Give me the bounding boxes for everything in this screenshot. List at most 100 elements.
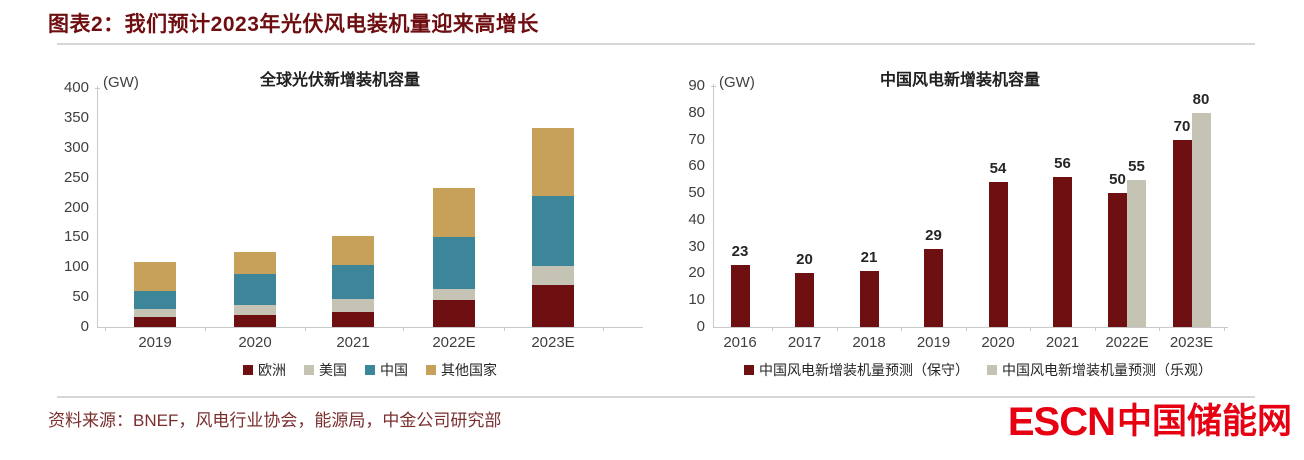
x-tick-mark: [1223, 327, 1225, 331]
bar-segment-美国: [332, 298, 374, 313]
x-category-label: 2020: [238, 334, 272, 351]
x-tick-mark: [1159, 327, 1161, 331]
legend-label: 欧洲: [258, 362, 286, 378]
bar-segment-其他国家: [433, 187, 475, 238]
bar-conservative: [859, 270, 879, 327]
bar-segment-欧洲: [532, 285, 574, 327]
bar-value-label: 23: [731, 243, 749, 261]
y-axis-line: [713, 84, 714, 327]
x-tick-mark: [965, 327, 967, 331]
bar-segment-美国: [433, 289, 475, 301]
x-tick-mark: [105, 327, 106, 331]
legend-label: 中国风电新增装机量预测（乐观）: [1002, 362, 1212, 378]
y-axis-unit-label: (GW): [719, 74, 755, 91]
bar-value-label: 80: [1192, 90, 1210, 108]
y-tick-label: 200: [63, 198, 89, 216]
legend-label: 其他国家: [441, 362, 497, 378]
bar-segment-欧洲: [134, 316, 176, 327]
legend-label: 美国: [319, 362, 347, 378]
x-category-label: 2020: [981, 334, 1015, 351]
legend-swatch-icon: [744, 365, 754, 375]
y-axis-line: [97, 86, 98, 327]
bar-value-label: 56: [1054, 155, 1071, 173]
y-tick-label: 20: [688, 264, 705, 282]
y-tick-label: 70: [688, 130, 705, 148]
y-tick-label: 0: [80, 318, 89, 335]
y-tick-label: 80: [688, 103, 705, 121]
legend-china-wind: 中国风电新增装机量预测（保守） 中国风电新增装机量预测（乐观）: [713, 360, 1243, 380]
legend-item: 欧洲: [243, 360, 286, 380]
y-tick-label: 30: [688, 237, 705, 255]
bar-segment-中国: [532, 195, 574, 267]
x-tick-mark: [305, 327, 306, 331]
x-tick-mark: [901, 327, 903, 331]
bar-segment-中国: [134, 291, 176, 310]
china-wind-chart: 中国风电新增装机容量 (GW) 中国风电新增装机量预测（保守） 中国风电新增装机量…: [655, 50, 1304, 390]
legend-label: 中国风电新增装机量预测（保守）: [759, 362, 969, 378]
y-tick-label: 400: [63, 79, 89, 96]
figure-title: 图表2：我们预计2023年光伏风电装机量迎来高增长: [48, 13, 539, 36]
bar-segment-欧洲: [234, 315, 276, 327]
bar-segment-中国: [332, 264, 374, 299]
bar-value-label: 54: [989, 160, 1007, 178]
y-tick-label: 10: [688, 291, 705, 309]
legend-item: 中国风电新增装机量预测（乐观）: [987, 360, 1212, 380]
bar-conservative: [988, 182, 1008, 327]
legend-swatch-icon: [987, 365, 997, 375]
bar-value-label: 55: [1128, 157, 1145, 175]
legend-swatch-icon: [243, 365, 253, 375]
y-axis-top-tick: [95, 88, 100, 89]
bar-segment-欧洲: [433, 300, 475, 327]
x-axis-line: [713, 327, 1228, 328]
y-tick-label: 150: [63, 228, 89, 246]
x-category-label: 2019: [138, 334, 172, 351]
legend-item: 美国: [304, 360, 347, 380]
x-tick-mark: [1094, 327, 1096, 331]
bar-value-label: 20: [796, 251, 813, 269]
chart-title-global-pv: 全球光伏新增装机容量: [259, 72, 420, 89]
bar-segment-中国: [234, 274, 276, 305]
bar-conservative: [924, 249, 943, 327]
y-tick-label: 90: [688, 77, 705, 94]
y-axis-unit-label: (GW): [103, 74, 139, 91]
bar-conservative: [1172, 139, 1192, 327]
global-pv-chart: 全球光伏新增装机容量 (GW) 欧洲 美国 中国 其他国家 0 50 100 150 200 2…: [0, 50, 655, 390]
bar-value-label: 21: [860, 248, 878, 266]
legend-item: 中国风电新增装机量预测（保守）: [744, 360, 969, 380]
legend-swatch-icon: [365, 365, 375, 375]
x-category-label: 2023E: [1169, 334, 1214, 351]
x-category-label: 2023E: [531, 334, 575, 351]
escn-logo: ESCN 中国储能网: [1008, 400, 1292, 444]
bar-segment-中国: [433, 237, 475, 290]
y-tick-label: 100: [63, 258, 89, 276]
x-tick-mark: [403, 327, 404, 331]
bar-conservative: [795, 273, 814, 327]
y-tick-label: 50: [72, 288, 89, 306]
x-tick-mark: [836, 327, 838, 331]
x-category-label: 2022E: [432, 334, 476, 351]
bottom-divider: [57, 396, 1255, 398]
y-axis-top-tick: [711, 86, 716, 87]
bar-conservative: [1053, 177, 1072, 327]
y-tick-label: 300: [63, 138, 89, 156]
bar-segment-美国: [134, 309, 176, 317]
legend-swatch-icon: [426, 365, 436, 375]
x-tick-mark: [1030, 327, 1032, 331]
x-category-label: 2021: [336, 334, 370, 351]
legend-swatch-icon: [304, 365, 314, 375]
chart-title-china-wind: 中国风电新增装机容量: [879, 72, 1040, 89]
bar-value-label: 70: [1173, 117, 1191, 135]
top-divider: [57, 43, 1255, 45]
bar-optimistic: [1191, 112, 1211, 327]
x-category-label: 2017: [787, 334, 822, 351]
bar-conservative: [1108, 193, 1127, 327]
bar-segment-其他国家: [532, 128, 574, 196]
bar-segment-其他国家: [332, 235, 374, 265]
x-tick-mark: [205, 327, 206, 331]
x-category-label: 2022E: [1105, 334, 1149, 351]
escn-logo-latin: ESCN: [1007, 400, 1116, 444]
bar-conservative: [730, 265, 750, 327]
legend-item: 中国: [365, 360, 408, 380]
legend-item: 其他国家: [426, 360, 497, 380]
